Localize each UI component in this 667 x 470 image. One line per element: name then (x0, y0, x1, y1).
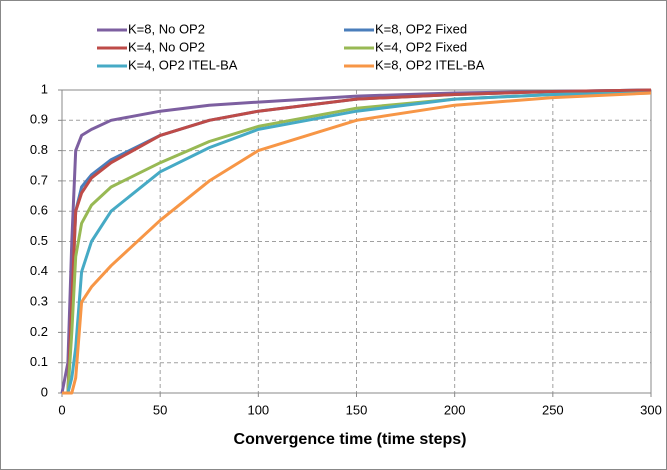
legend-label: K=8, OP2 Fixed (375, 21, 467, 36)
x-tick-label: 300 (640, 402, 662, 417)
x-tick-label: 0 (58, 402, 65, 417)
plot-border (61, 89, 652, 394)
y-tick-label: 0.9 (30, 112, 48, 127)
y-tick-label: 0.6 (30, 203, 48, 218)
y-tick-label: 0.8 (30, 142, 48, 157)
x-tick-label: 50 (153, 402, 167, 417)
series-line (62, 91, 652, 395)
y-tick-label: 0.7 (30, 172, 48, 187)
y-tick-label: 0.4 (30, 263, 48, 278)
series-line (62, 88, 652, 395)
y-tick-label: 0.3 (30, 294, 48, 309)
y-tick-label: 0.2 (30, 324, 48, 339)
x-axis-label: Convergence time (time steps) (234, 431, 467, 448)
y-tick-label: 0 (41, 384, 48, 399)
legend-label: K=8, OP2 ITEL-BA (375, 57, 485, 72)
series-line (62, 91, 652, 395)
y-tick-label: 0.1 (30, 354, 48, 369)
y-tick-label: 0.5 (30, 233, 48, 248)
x-tick-label: 250 (542, 402, 564, 417)
legend-label: K=4, OP2 Fixed (375, 39, 467, 54)
y-tick-label: 1 (41, 81, 48, 96)
legend-label: K=4, No OP2 (128, 39, 205, 54)
x-tick-label: 200 (444, 402, 466, 417)
series-line (60, 88, 652, 394)
x-tick-label: 150 (346, 402, 368, 417)
x-tick-label: 100 (247, 402, 269, 417)
legend-label: K=8, No OP2 (128, 21, 205, 36)
legend-label: K=4, OP2 ITEL-BA (128, 57, 238, 72)
